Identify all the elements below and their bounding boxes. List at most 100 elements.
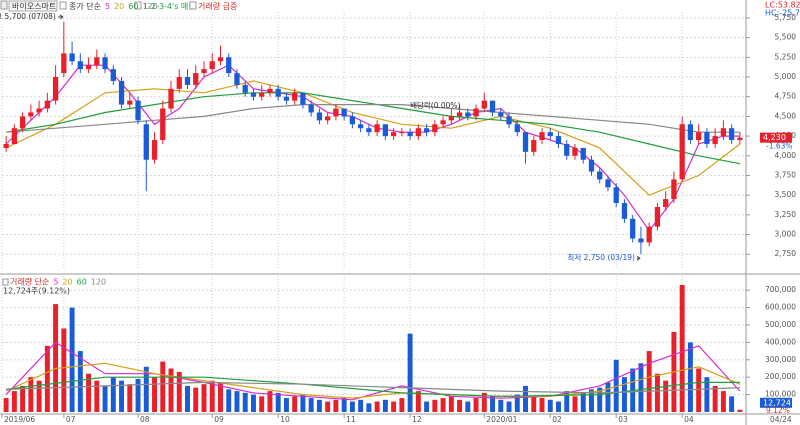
x-tick-label: 07: [66, 415, 76, 424]
volume-bar: [382, 399, 388, 412]
candle-body: [283, 96, 290, 101]
volume-bar: [448, 396, 454, 412]
legend-entry: 5: [53, 278, 58, 287]
candle-body: [11, 128, 18, 144]
volume-bar: [358, 399, 364, 412]
volume-bar: [473, 398, 479, 412]
volume-bar: [20, 385, 26, 412]
volume-bar: [267, 391, 273, 412]
volume-bar: [193, 387, 199, 412]
volume-bar: [531, 396, 537, 412]
volume-bar: [547, 399, 553, 412]
candle-body: [580, 147, 586, 160]
stock-tab[interactable]: [8, 0, 58, 12]
candle-body: [423, 128, 430, 133]
candle-body: [333, 108, 339, 117]
volume-bar: [572, 396, 578, 412]
volume-bar: [69, 307, 75, 412]
volume-bar: [646, 351, 652, 412]
y-tick-label: 600,000: [765, 303, 796, 312]
indicator: 거래량 급증: [198, 1, 237, 11]
x-tick-label: 03: [618, 415, 628, 424]
candle-body: [325, 116, 331, 121]
volume-bar: [564, 391, 570, 412]
candle-body: [572, 147, 578, 156]
volume-bar: [366, 403, 372, 412]
candle-body: [588, 159, 595, 172]
indicator-icon[interactable]: [134, 1, 142, 10]
volume-bar: [349, 401, 355, 412]
volume-bar: [292, 396, 298, 412]
legend-entry: 60: [128, 2, 138, 11]
indicator-icon[interactable]: [189, 1, 197, 10]
candle-body: [671, 179, 677, 200]
candle-body: [737, 137, 743, 141]
candle-body: [605, 179, 611, 188]
x-tick-label: 09: [214, 415, 224, 424]
candle-body: [638, 238, 644, 243]
volume-bar: [325, 401, 331, 412]
candle-body: [473, 108, 479, 117]
volume-bar: [654, 373, 660, 412]
candle-body: [127, 100, 133, 105]
volume-bar: [94, 380, 100, 412]
candle-body: [275, 88, 281, 97]
candle-body: [687, 124, 694, 141]
moving-average-line: [6, 376, 740, 397]
x-tick-label: 11: [346, 415, 356, 424]
indicator: 1-2-3-4's 매수: [143, 2, 196, 11]
y-tick-label: 3,250: [775, 210, 797, 219]
menu-icon[interactable]: [0, 0, 8, 10]
annotation-arrow: [636, 255, 641, 261]
volume-bar: [440, 398, 446, 412]
x-tick-label: 12: [412, 415, 422, 424]
candle-body: [250, 92, 257, 97]
candle-body: [506, 116, 512, 125]
y-tick-label: 4,750: [775, 92, 797, 101]
moving-average-line: [5, 341, 741, 401]
price-legend: 종가 단순: [69, 1, 101, 11]
candle-body: [102, 57, 108, 70]
volume-bar: [86, 373, 92, 412]
candle-body: [143, 124, 149, 160]
candle-body: [94, 57, 100, 66]
candle-body: [160, 108, 166, 141]
volume-bar: [160, 361, 166, 412]
moving-average-line: [5, 80, 741, 196]
volume-bar: [415, 391, 421, 412]
volume-legend: 거래량 단순: [10, 277, 49, 287]
volume-bar: [28, 377, 34, 412]
volume-bar: [597, 387, 603, 412]
volume-bar: [44, 345, 50, 412]
candle-body: [184, 77, 191, 85]
candle-body: [85, 65, 92, 70]
annotation: 최저 2,750 (03/19): [567, 252, 635, 262]
legend-icon[interactable]: [2, 278, 9, 286]
x-tick-label: 2019/06: [4, 415, 35, 424]
candle-body: [234, 73, 240, 85]
y-tick-label: 700,000: [765, 285, 796, 294]
candle-body: [357, 124, 364, 129]
y-tick-label: 5,750: [775, 13, 797, 22]
volume-bar: [729, 396, 735, 412]
volume-change: 9.12%: [766, 406, 790, 415]
volume-bar: [168, 368, 174, 412]
moving-average-line: [6, 104, 740, 133]
y-tick-label: 400,000: [765, 337, 796, 346]
candle-body: [704, 132, 710, 144]
candle-body: [613, 187, 619, 204]
candle-body: [432, 124, 438, 133]
candle-body: [514, 124, 520, 133]
y-tick-label: 4,500: [775, 111, 797, 120]
annotation: 배당락(0.00%): [410, 100, 460, 110]
volume-bar: [374, 401, 380, 412]
volume-bar: [679, 284, 685, 412]
legend-icon[interactable]: [59, 1, 67, 10]
candle-body: [654, 206, 661, 227]
volume-bar: [3, 398, 9, 412]
candle-body: [646, 226, 652, 243]
candle-body: [300, 92, 306, 105]
candle-body: [630, 218, 636, 239]
